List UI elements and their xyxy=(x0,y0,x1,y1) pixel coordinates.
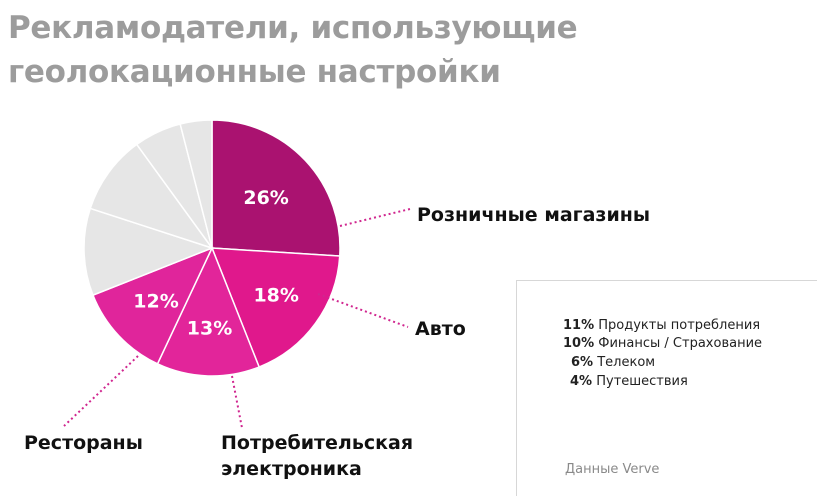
legend-item: 4% Путешествия xyxy=(570,374,688,389)
leader-lines xyxy=(63,208,411,429)
legend-item: 10% Финансы / Страхование xyxy=(563,336,762,351)
slice-value-label: 26% xyxy=(243,187,288,209)
legend-item-label: Финансы / Страхование xyxy=(598,336,763,351)
leader-line xyxy=(231,375,243,429)
legend-item-percent: 11% xyxy=(563,318,595,333)
pie-slices xyxy=(83,119,341,377)
callout-restaurants: Рестораны xyxy=(24,432,143,454)
slice-value-label: 13% xyxy=(187,317,232,339)
source-note: Данные Verve xyxy=(565,462,660,477)
legend-item-percent: 6% xyxy=(571,355,594,370)
legend-item-label: Продукты потребления xyxy=(598,318,761,333)
leader-line xyxy=(339,208,411,227)
pie-slice xyxy=(156,246,261,377)
legend-item: 11% Продукты потребления xyxy=(563,318,760,333)
leader-line xyxy=(63,355,139,427)
chart-title: Рекламодатели, использующие геолокационн… xyxy=(8,6,578,94)
callout-auto: Авто xyxy=(415,318,466,340)
pie-slice xyxy=(210,247,341,368)
pie-slice xyxy=(92,246,214,365)
legend-box xyxy=(516,280,817,496)
callout-electronics: Потребительская электроника xyxy=(221,430,413,482)
legend-item-label: Путешествия xyxy=(596,374,688,389)
callout-retail: Розничные магазины xyxy=(417,204,651,226)
pie-slice xyxy=(211,119,341,257)
slice-value-label: 18% xyxy=(253,285,298,307)
pie-slice xyxy=(179,119,213,249)
slice-value-label: 12% xyxy=(133,291,178,313)
callout-electronics-line-2: электроника xyxy=(221,458,362,480)
chart-title-line-1: Рекламодатели, использующие xyxy=(8,10,578,46)
callout-electronics-line-1: Потребительская xyxy=(221,432,414,454)
legend-item-percent: 4% xyxy=(570,374,593,389)
leader-line xyxy=(317,293,409,328)
legend-item-percent: 10% xyxy=(563,336,595,351)
pie-slice xyxy=(89,143,214,250)
pie-slice xyxy=(83,207,215,297)
legend-item-label: Телеком xyxy=(597,355,656,370)
legend-item: 6% Телеком xyxy=(571,355,655,370)
chart-title-line-2: геолокационные настройки xyxy=(8,54,501,90)
slice-value-labels: 26% 18% 13% 12% xyxy=(133,187,299,339)
